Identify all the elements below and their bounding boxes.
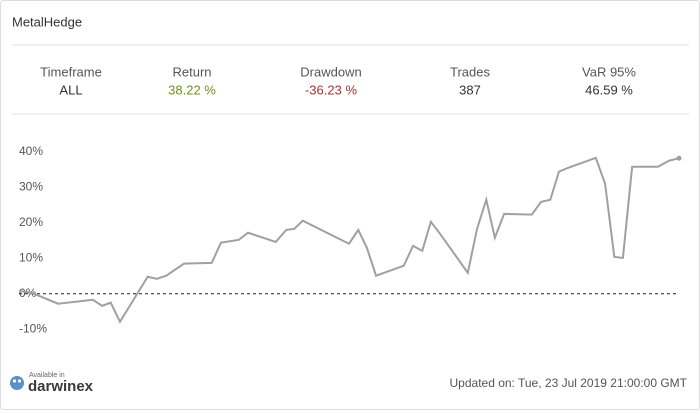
series-line: [18, 156, 680, 324]
logo-icon: [10, 376, 24, 390]
logo-eye: [17, 379, 22, 383]
y-tick-label: 20%: [19, 215, 43, 229]
updated: Updated on: Tue, 23 Jul 2019 21:00:00 GM…: [450, 376, 688, 390]
stat-label: Drawdown: [300, 64, 361, 79]
end-point: [676, 155, 682, 161]
y-tick-label: 40%: [19, 144, 43, 158]
available-label: Available in: [29, 372, 65, 379]
y-tick-label: -10%: [19, 321, 47, 335]
stat-label: Trades: [450, 64, 490, 79]
y-tick-label: 10%: [19, 250, 43, 264]
stats: Timeframe ALL Return 38.22 % Drawdown -36.23 …: [40, 64, 636, 97]
brand: darwinex: [28, 378, 94, 395]
logo-eye: [12, 379, 17, 383]
chart: 40%30%20%10%0%-10%: [18, 144, 682, 335]
stat-label: Timeframe: [40, 64, 102, 79]
stat-value: ALL: [59, 82, 82, 97]
stat-label: Return: [172, 64, 211, 79]
y-tick-label: 30%: [19, 179, 43, 193]
stat-value: 387: [459, 82, 481, 97]
stat-label: VaR 95%: [582, 64, 636, 79]
title: MetalHedge: [12, 14, 82, 29]
logo: [10, 376, 24, 390]
stat-value: -36.23 %: [305, 82, 357, 97]
stat-value: 46.59 %: [585, 82, 633, 97]
stat-value: 38.22 %: [168, 82, 216, 97]
